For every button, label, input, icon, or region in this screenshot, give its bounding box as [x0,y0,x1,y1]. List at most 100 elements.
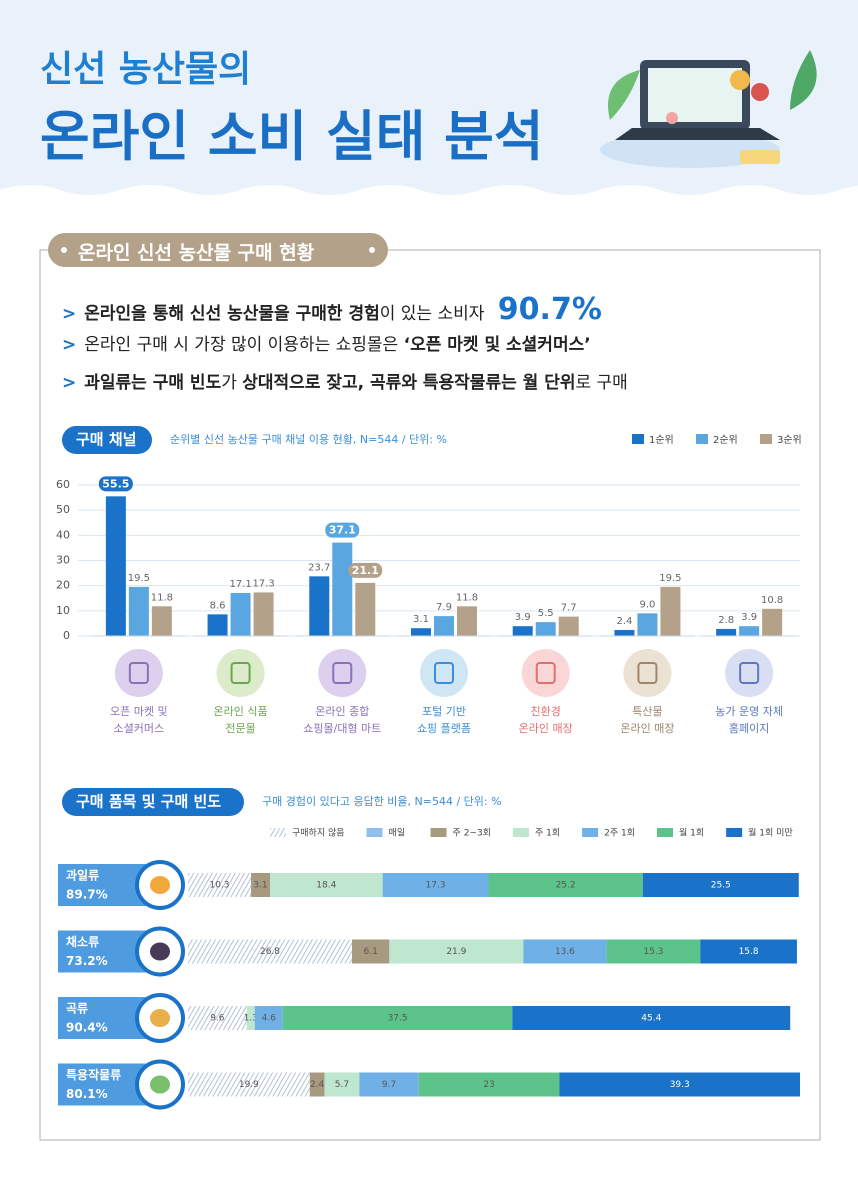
x-tick-label: 포털 기반 쇼핑 플랫폼 [416,705,472,735]
row-icon-glyph [150,1075,170,1094]
title-line2: 온라인 소비 실태 분석 [40,105,544,168]
value-label: 39.3 [670,1080,690,1090]
value-label: 17.1 [229,579,251,590]
chart-subtitle: 순위별 신선 농산물 구매 채널 이용 현황, N=544 / 단위: % [170,433,447,446]
bullet-text: ‘오픈 마켓 및 소셜커머스’ [403,335,591,355]
category-icon [318,649,367,697]
value-label: 2.8 [718,615,734,626]
legend-label: 1순위 [649,433,674,446]
legend-swatch [657,828,673,837]
x-tick-label: 농가 운영 자체 홈페이지 [715,705,783,735]
value-label: 21.9 [446,947,466,957]
value-label: 37.1 [329,524,356,537]
value-label: 25.2 [556,881,576,891]
value-label: 10.3 [209,881,229,891]
bar [512,626,533,636]
value-label: 15.8 [739,947,759,957]
bar-segment [309,1072,325,1097]
category-icon-glyph [230,662,251,684]
legend-label: 3순위 [777,433,802,446]
bar-segment [282,1006,513,1030]
x-tick-label: 온라인 식품 전문몰 [213,705,268,735]
bar [411,628,431,636]
y-tick-label: 0 [63,629,70,642]
bullet-text: 가 [221,373,243,393]
legend-swatch [270,828,286,837]
legend-label: 주 1회 [535,828,560,839]
legend-label: 주 2~3회 [453,828,491,839]
category-label: 과일류 [66,868,99,883]
x-tick-label: 특산물 온라인 매장 [620,705,675,735]
bar [230,592,251,636]
category-icon [725,649,774,697]
bar-segment [606,939,701,964]
bar-segment [188,873,252,897]
bullet-text: 로 구매 [575,373,628,393]
bullet-arrow: > [62,335,77,355]
value-label: 3.1 [253,881,267,891]
chart-title-pill [62,426,152,454]
chart-title-pill [62,788,244,816]
bullet-text: 90.7% [497,292,602,327]
value-label: 26.8 [260,947,280,957]
bar [457,606,477,636]
bullet: > 온라인을 통해 신선 농산물을 구매한 경험 이 있는 소비자 90.7% [62,292,602,327]
legend-label: 매일 [389,828,406,839]
value-label: 6.1 [364,947,378,957]
legend-swatch [760,434,772,444]
bar [105,496,126,636]
bar [739,626,760,636]
category-icon-glyph [332,662,353,684]
bullet-text: 과일류는 구매 빈도 [84,373,222,393]
bar [434,616,454,636]
value-label: 8.6 [210,600,226,611]
bar-segment [188,1072,310,1097]
bar [558,616,579,636]
rate-label: 90.4% [66,1021,108,1035]
section-title: 온라인 신선 농산물 구매 현황 [78,242,315,264]
title-line1: 신선 농산물의 [40,49,252,90]
category-icon-glyph [535,662,556,684]
legend-swatch [430,828,447,837]
bullet-text: 상대적으로 잦고, 곡류와 특용작물류는 월 단위 [242,373,576,393]
bar-segment [382,873,489,897]
value-label: 23 [483,1080,494,1090]
y-tick-label: 30 [56,554,70,567]
value-label: 9.6 [210,1014,225,1024]
value-label: 3.9 [741,612,757,623]
category-icon [114,649,163,697]
legend-label: 구매하지 않음 [292,828,345,839]
category-icon-glyph [739,662,760,684]
value-label-box [325,522,360,538]
value-label: 5.7 [335,1080,349,1090]
bar [614,629,635,636]
value-label: 2.4 [616,616,632,627]
category-icon [521,649,570,697]
rate-label: 80.1% [66,1087,108,1101]
x-tick-label: 친환경 온라인 매장 [518,705,573,735]
value-label: 7.9 [436,602,452,613]
bar-segment [512,1006,791,1030]
value-label: 3.9 [515,612,531,623]
value-label: 45.4 [641,1014,661,1024]
bar [309,576,330,636]
value-label: 9.7 [382,1080,396,1090]
value-label: 4.6 [262,1014,277,1024]
legend-swatch [632,434,644,444]
rate-label: 73.2% [66,954,108,968]
value-label: 37.5 [388,1014,408,1024]
legend-label: 월 1회 미만 [748,827,793,839]
illustration [600,50,817,168]
bar-segment [389,939,524,964]
category-icon-glyph [128,662,149,684]
legend-swatch [726,828,743,837]
bullet-arrow: > [62,373,77,393]
bar-segment [270,873,383,897]
category-icon [623,649,672,697]
y-tick-label: 10 [56,604,70,617]
bar [355,582,376,636]
value-label: 21.1 [352,564,379,577]
category-label: 특용작물류 [66,1067,121,1082]
bar-segment [488,873,643,897]
